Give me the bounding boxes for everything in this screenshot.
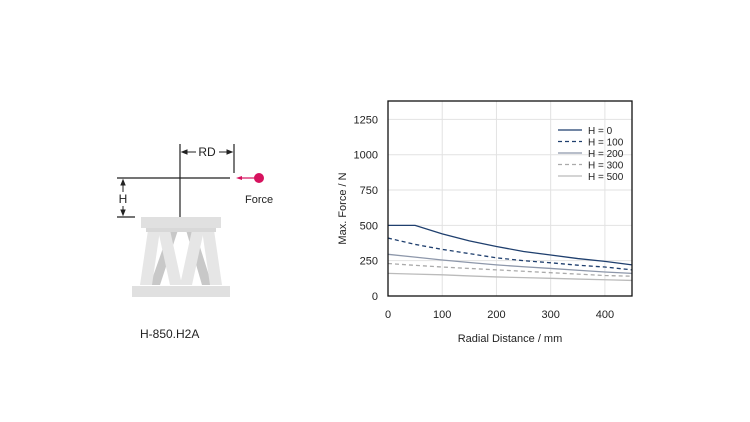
rd-label: RD [198, 145, 216, 159]
series-line [387, 253, 633, 275]
series-line [388, 224, 633, 266]
force-arrowhead [236, 176, 242, 180]
plot-frame [387, 100, 633, 297]
x-tick-label: 400 [596, 309, 614, 321]
y-tick-label: 250 [360, 256, 378, 268]
platform-top [141, 217, 221, 228]
legend-label: H = 100 [588, 138, 624, 149]
series-line [387, 272, 633, 282]
x-tick-label: 200 [487, 309, 505, 321]
legend-label: H = 300 [588, 161, 624, 172]
series-line [387, 237, 633, 271]
legend-label: H = 200 [588, 149, 624, 160]
x-axis-label: Radial Distance / mm [458, 333, 563, 345]
model-caption: H-850.H2A [140, 327, 200, 341]
legend-label: H = 500 [588, 172, 624, 183]
x-tick-label: 0 [385, 309, 391, 321]
y-tick-label: 750 [360, 185, 378, 197]
y-tick-label: 1250 [354, 114, 378, 126]
x-tick-label: 100 [433, 309, 451, 321]
y-tick-label: 1000 [354, 150, 378, 162]
platform-base [132, 286, 230, 297]
h-label: H [119, 192, 128, 206]
series-line [387, 262, 633, 277]
hexapod-legs [140, 228, 222, 285]
y-tick-label: 500 [360, 220, 378, 232]
h-dimension-arrow [120, 178, 126, 217]
legend-label: H = 0 [588, 126, 613, 137]
force-point-icon [254, 173, 264, 183]
y-axis-label: Max. Force / N [337, 172, 349, 244]
platform-top-underside [146, 228, 216, 232]
rd-dimension-arrow [180, 149, 234, 155]
x-tick-label: 300 [541, 309, 559, 321]
force-label: Force [245, 194, 273, 206]
y-tick-label: 0 [372, 291, 378, 303]
